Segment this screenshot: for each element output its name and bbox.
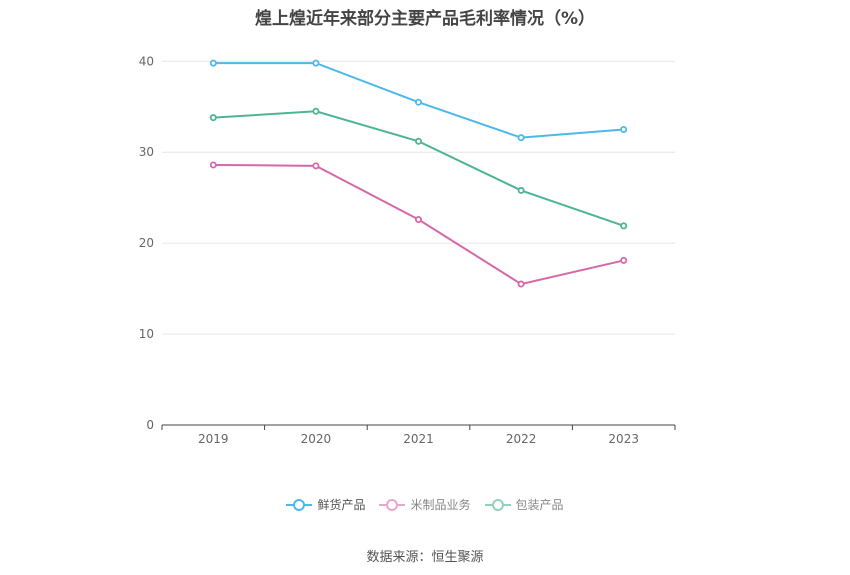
series-2 (209, 107, 628, 230)
data-point[interactable] (312, 107, 320, 115)
x-tick-label: 2020 (301, 432, 332, 446)
y-tick-label: 20 (139, 236, 154, 250)
x-tick-label: 2022 (506, 432, 537, 446)
data-point[interactable] (209, 161, 217, 169)
data-point[interactable] (620, 125, 628, 133)
legend: 鲜货产品 米制品业务 包装产品 (0, 496, 850, 513)
x-tick-label: 2023 (608, 432, 639, 446)
data-point[interactable] (517, 280, 525, 288)
data-point[interactable] (209, 59, 217, 67)
data-point[interactable] (620, 222, 628, 230)
series (209, 59, 628, 288)
tick-labels: 0 10 20 30 40 2019 2020 2021 2022 2023 (139, 54, 639, 446)
legend-item-rice-products[interactable]: 米制品业务 (379, 496, 471, 513)
data-point[interactable] (414, 137, 422, 145)
legend-label: 包装产品 (515, 498, 564, 512)
data-point[interactable] (312, 59, 320, 67)
gridlines (162, 60, 675, 335)
y-tick-label: 30 (139, 145, 154, 159)
data-point[interactable] (312, 162, 320, 170)
y-tick-label: 10 (139, 327, 154, 341)
legend-swatch-icon (484, 498, 511, 511)
legend-item-fresh-products[interactable]: 鲜货产品 (286, 496, 365, 513)
legend-label: 鲜货产品 (317, 498, 366, 512)
data-point[interactable] (517, 134, 525, 142)
source-note: 数据来源：恒生聚源 (366, 550, 484, 565)
y-tick-label: 0 (146, 418, 154, 432)
x-tick-label: 2021 (403, 432, 434, 446)
data-point[interactable] (620, 256, 628, 264)
line-chart: 0 10 20 30 40 2019 2020 2021 2022 2023 (139, 54, 676, 446)
chart-title: 煌上煌近年来部分主要产品毛利率情况（%） (254, 9, 596, 29)
series-1 (209, 161, 628, 288)
data-point[interactable] (517, 186, 525, 194)
y-tick-label: 40 (139, 54, 154, 68)
series-0 (209, 59, 628, 142)
x-tick-label: 2019 (198, 432, 229, 446)
data-point[interactable] (414, 98, 422, 106)
legend-swatch-icon (286, 498, 313, 511)
legend-swatch-icon (379, 498, 406, 511)
axes (161, 424, 676, 430)
legend-item-packaged-products[interactable]: 包装产品 (484, 496, 564, 513)
data-point[interactable] (414, 215, 422, 223)
series-line (213, 110, 625, 227)
legend-label: 米制品业务 (410, 498, 471, 512)
series-line (213, 163, 624, 286)
data-point[interactable] (209, 114, 217, 122)
